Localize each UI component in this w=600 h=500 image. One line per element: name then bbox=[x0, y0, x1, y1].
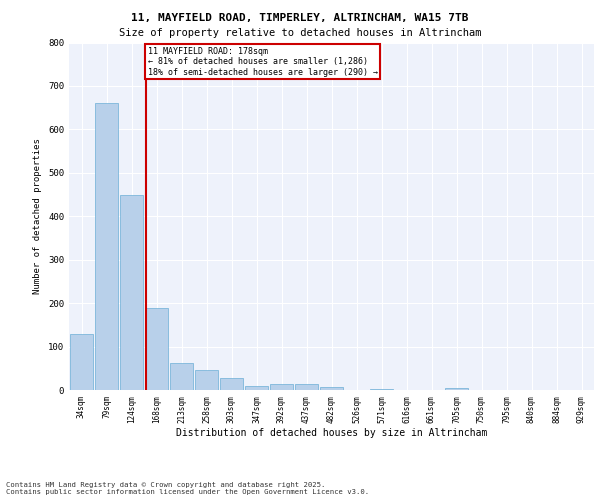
Bar bbox=[445, 388, 468, 390]
Bar bbox=[270, 384, 293, 390]
Bar bbox=[120, 194, 143, 390]
Bar bbox=[195, 370, 218, 390]
Text: Contains HM Land Registry data © Crown copyright and database right 2025.
Contai: Contains HM Land Registry data © Crown c… bbox=[6, 482, 369, 495]
X-axis label: Distribution of detached houses by size in Altrincham: Distribution of detached houses by size … bbox=[176, 428, 487, 438]
Bar bbox=[220, 378, 243, 390]
Bar bbox=[95, 104, 118, 390]
Text: 11 MAYFIELD ROAD: 178sqm
← 81% of detached houses are smaller (1,286)
18% of sem: 11 MAYFIELD ROAD: 178sqm ← 81% of detach… bbox=[148, 47, 378, 76]
Text: Size of property relative to detached houses in Altrincham: Size of property relative to detached ho… bbox=[119, 28, 481, 38]
Bar bbox=[170, 362, 193, 390]
Bar bbox=[70, 334, 93, 390]
Bar bbox=[245, 386, 268, 390]
Bar bbox=[295, 384, 318, 390]
Bar bbox=[320, 387, 343, 390]
Y-axis label: Number of detached properties: Number of detached properties bbox=[34, 138, 43, 294]
Bar bbox=[145, 308, 168, 390]
Bar bbox=[370, 388, 393, 390]
Text: 11, MAYFIELD ROAD, TIMPERLEY, ALTRINCHAM, WA15 7TB: 11, MAYFIELD ROAD, TIMPERLEY, ALTRINCHAM… bbox=[131, 12, 469, 22]
